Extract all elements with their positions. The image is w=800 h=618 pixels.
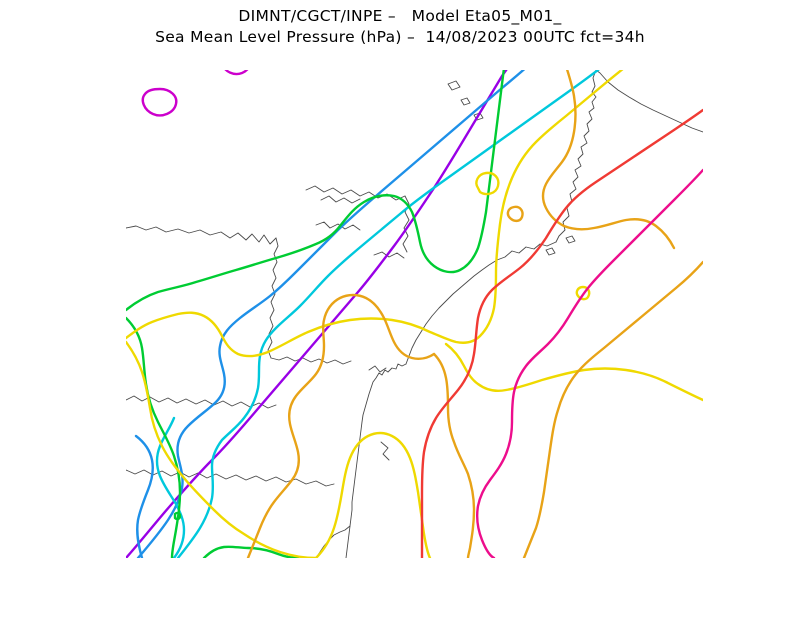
contour-1021f	[475, 171, 500, 196]
contour-1018b	[134, 434, 154, 558]
contour-1020b	[126, 316, 182, 558]
contour-1016b	[224, 70, 249, 76]
contour-map-svg	[126, 70, 703, 558]
contour-1022c	[522, 260, 703, 558]
contour-1022d	[541, 70, 676, 250]
map-plot-area	[126, 70, 703, 558]
contour-1020	[126, 70, 505, 312]
chart-title-block: DIMNT/CGCT/INPE – Model Eta05_M01_ Sea M…	[0, 6, 800, 48]
title-line-1: DIMNT/CGCT/INPE – Model Eta05_M01_	[238, 7, 562, 25]
contour-1022e	[506, 205, 524, 223]
contour-1021	[126, 70, 624, 358]
title-line-2: Sea Mean Level Pressure (hPa) – 14/08/20…	[155, 28, 645, 46]
contour-1020d	[173, 511, 182, 521]
contour-1017	[126, 70, 508, 558]
contour-1018	[136, 70, 526, 558]
contour-1021e	[575, 285, 591, 301]
contour-1024	[476, 168, 703, 558]
isobar-contour-layer	[126, 70, 703, 558]
contour-1019	[176, 70, 600, 558]
contour-1023	[420, 108, 703, 558]
contour-1022	[246, 293, 436, 558]
contour-1022b	[432, 352, 476, 558]
contour-1021d	[314, 431, 432, 558]
contour-1021c	[126, 340, 318, 558]
contour-1021b	[444, 342, 703, 402]
contour-1016	[141, 87, 178, 117]
contour-1020c	[202, 545, 300, 558]
